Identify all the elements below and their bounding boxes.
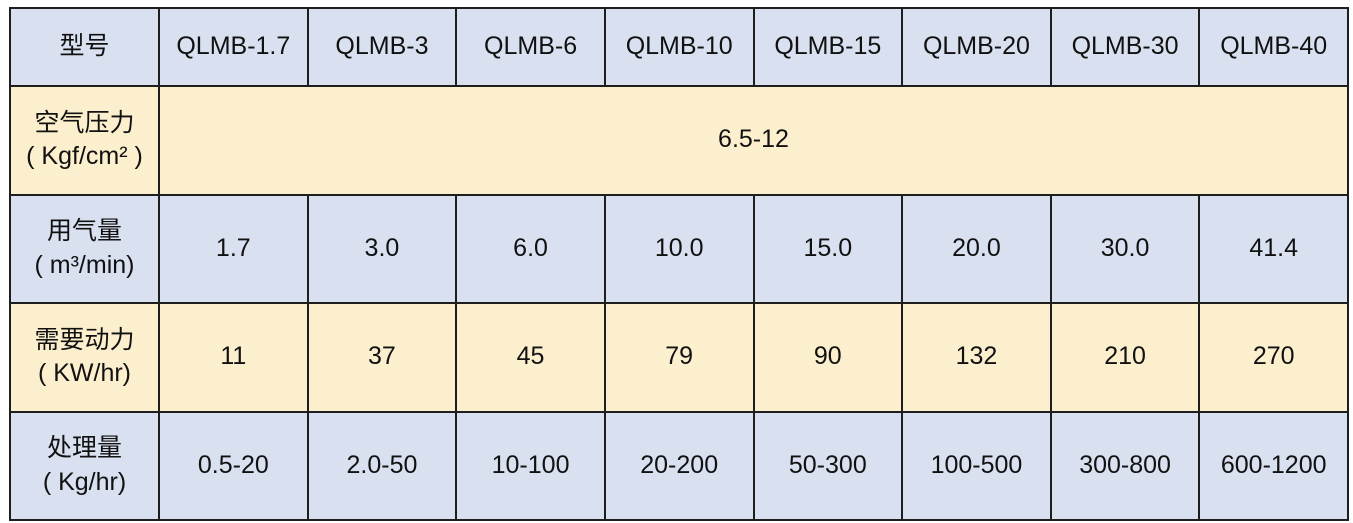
value-cell: 6.0	[455, 193, 606, 304]
row-label-text: 需要动力	[34, 325, 135, 354]
row-unit: ( KW/hr)	[37, 359, 132, 388]
table-row-air-consumption: 用气量( m³/min) 1.7 3.0 6.0 10.0 15.0 20.0 …	[9, 193, 1349, 304]
row-label: 处理量 ( Kg/hr)	[9, 410, 160, 521]
header-row: 型号 QLMB-1.7 QLMB-3 QLMB-6 QLMB-10 QLMB-1…	[9, 7, 1349, 87]
merged-value-cell: 6.5-12	[158, 85, 1349, 196]
value-cell: 1.7	[158, 193, 309, 304]
model-cell: QLMB-1.7	[158, 7, 309, 87]
value-cell: 0.5-20	[158, 410, 309, 521]
value-cell: 20.0	[901, 193, 1052, 304]
table-row-power: 需要动力 ( KW/hr) 11 37 45 79 90 132 210 270	[9, 302, 1349, 413]
row-label: 用气量 ( m³/min)	[9, 193, 160, 304]
value-cell: 210	[1049, 302, 1201, 413]
table-row-air-pressure: 空气压力 ( Kgf/cm² ) 6.5-12	[9, 85, 1349, 196]
model-cell: QLMB-15	[752, 7, 904, 87]
row-label-text: 用气量	[46, 217, 122, 245]
value-cell: 3.0	[306, 193, 458, 304]
row-label-text: 空气压力	[34, 108, 135, 137]
row-label-text: 处理量	[46, 434, 122, 462]
row-unit: ( m³/min)	[34, 250, 135, 279]
spec-table: 型号 QLMB-1.7 QLMB-3 QLMB-6 QLMB-10 QLMB-1…	[9, 7, 1349, 521]
row-label: 需要动力 ( KW/hr)	[9, 302, 160, 413]
row-unit: ( Kg/hr)	[42, 467, 127, 496]
row-label: 空气压力 ( Kgf/cm² )	[9, 85, 160, 196]
model-cell: QLMB-6	[455, 7, 606, 87]
value-cell: 300-800	[1049, 410, 1201, 521]
value-cell: 132	[901, 302, 1052, 413]
header-label: 型号	[9, 7, 160, 87]
row-unit: ( Kgf/cm² )	[26, 142, 143, 171]
table-row-capacity: 处理量( Kg/hr) 0.5-20 2.0-50 10-100 20-200 …	[9, 410, 1349, 521]
value-cell: 79	[603, 302, 755, 413]
value-cell: 15.0	[752, 193, 904, 304]
value-cell: 41.4	[1198, 193, 1349, 304]
value-cell: 270	[1198, 302, 1349, 413]
model-cell: QLMB-20	[901, 7, 1052, 87]
value-cell: 20-200	[603, 410, 755, 521]
value-cell: 10.0	[603, 193, 755, 304]
model-cell: QLMB-3	[306, 7, 458, 87]
value-cell: 10-100	[455, 410, 606, 521]
value-cell: 50-300	[752, 410, 904, 521]
model-cell: QLMB-40	[1198, 7, 1349, 87]
value-cell: 30.0	[1049, 193, 1201, 304]
value-cell: 45	[455, 302, 606, 413]
value-cell: 37	[306, 302, 458, 413]
value-cell: 11	[158, 302, 309, 413]
value-cell: 100-500	[901, 410, 1052, 521]
value-cell: 2.0-50	[306, 410, 458, 521]
model-cell: QLMB-30	[1049, 7, 1201, 87]
model-cell: QLMB-10	[603, 7, 755, 87]
value-cell: 600-1200	[1198, 410, 1349, 521]
value-cell: 90	[752, 302, 904, 413]
